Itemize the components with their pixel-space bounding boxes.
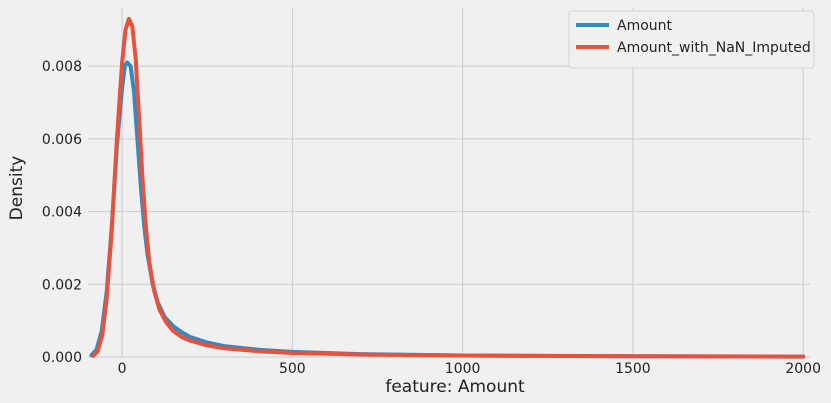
series-lines xyxy=(89,16,806,359)
x-tick-label-3: 1500 xyxy=(615,361,651,377)
x-tick-label-2: 1000 xyxy=(445,361,481,377)
y-tick-label-1: 0.002 xyxy=(42,277,82,293)
x-tick-label-1: 500 xyxy=(279,361,306,377)
x-tick-label-0: 0 xyxy=(118,361,127,377)
x-axis-title: feature: Amount xyxy=(385,377,525,397)
y-tick-label-4: 0.008 xyxy=(42,59,82,75)
legend-label-amount: Amount xyxy=(617,18,673,34)
legend-frame xyxy=(568,10,815,69)
y-axis-title: Density xyxy=(7,156,27,221)
x-tick-label-4: 2000 xyxy=(785,361,821,377)
series-line-amount-with-nan-imputed xyxy=(91,16,806,359)
y-tick-label-3: 0.006 xyxy=(42,132,82,148)
y-tick-label-2: 0.004 xyxy=(42,205,82,221)
legend-label-amount-with-nan-imputed: Amount_with_NaN_Imputed xyxy=(617,40,811,56)
tick-labels: 0 500 1000 1500 2000 0.000 0.002 0.004 0.006 0.00… xyxy=(42,59,821,377)
y-tick-label-0: 0.000 xyxy=(42,350,82,366)
legend: Amount Amount_with_NaN_Imputed xyxy=(568,10,815,69)
